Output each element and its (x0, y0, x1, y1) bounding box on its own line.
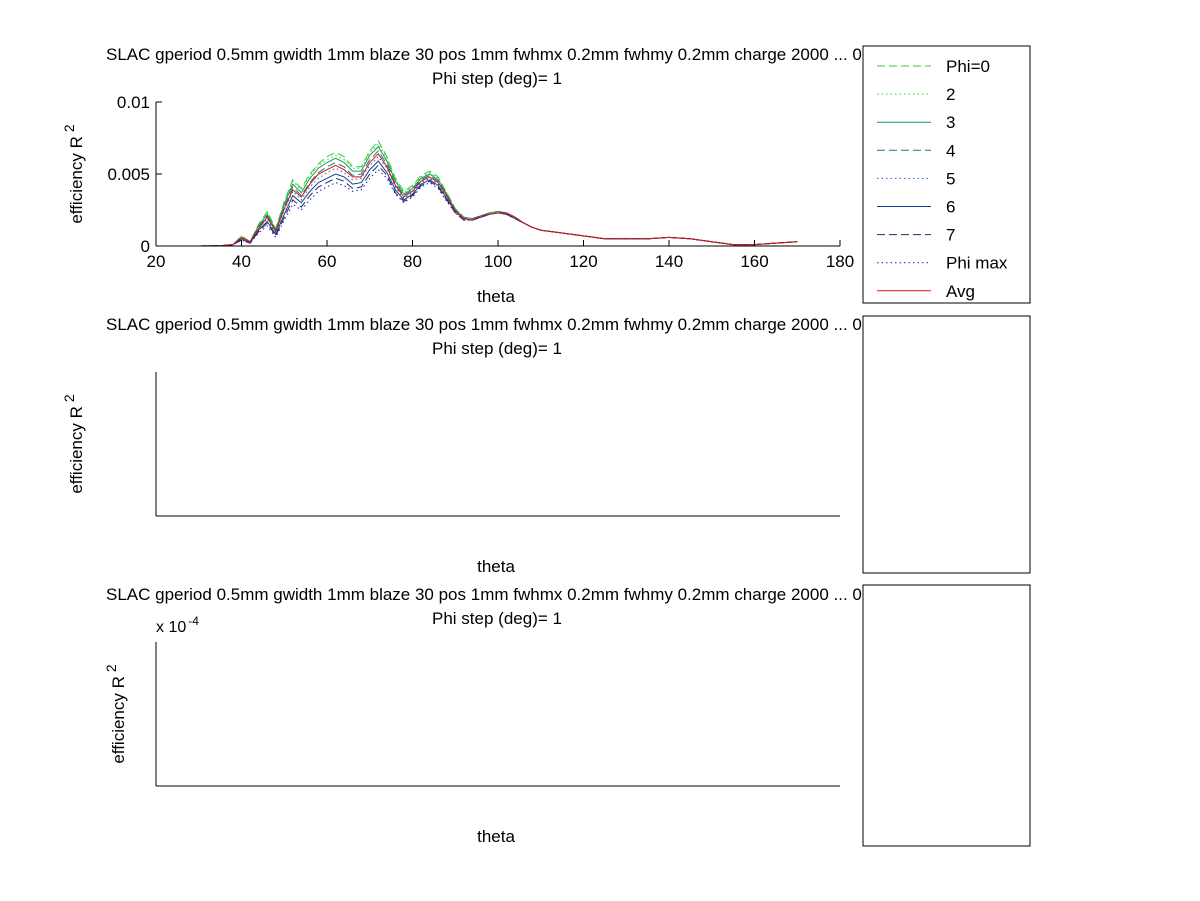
legend-label-phi-max: Phi max (946, 254, 1008, 273)
legend-label-4: 4 (946, 141, 955, 160)
legend: Phi=0 2 3 4 5 6 7 Phi max Avg (862, 45, 1031, 304)
y-axis-multiplier: x 10 -4 (156, 614, 199, 636)
y-axis-label: efficiency R 2 (61, 394, 86, 494)
x-tick-label: 100 (484, 252, 512, 271)
series-line-7 (198, 164, 798, 247)
legend-box (862, 315, 1031, 574)
x-tick-label: 160 (740, 252, 768, 271)
subplot-2: SLAC gperiod 0.5mm gwidth 1mm blaze 30 p… (61, 315, 1031, 576)
subplot-subtitle: Phi step (deg)= 1 (432, 69, 562, 88)
y-axis-label: efficiency R 2 (103, 664, 128, 764)
plot-area: 20 40 60 80 100 120 140 160 180 0 0.005 0.01 (107, 93, 854, 271)
x-tick-label: 60 (318, 252, 337, 271)
series-line-avg (198, 153, 798, 247)
y-axis-label: efficiency R 2 (61, 124, 86, 224)
x-tick-label: 40 (232, 252, 251, 271)
legend-box (862, 584, 1031, 847)
legend-label-7: 7 (946, 226, 955, 245)
legend-box (862, 45, 1031, 304)
axes-box (156, 372, 840, 516)
x-axis-label: theta (477, 557, 515, 576)
legend-label-5: 5 (946, 169, 955, 188)
legend-label-2: 2 (946, 85, 955, 104)
y-tick-label: 0.005 (107, 165, 150, 184)
x-tick-label: 180 (826, 252, 854, 271)
y-axis-label-superscript: 2 (61, 124, 77, 132)
y-axis-multiplier-base: x 10 (156, 619, 186, 636)
x-tick-label: 140 (655, 252, 683, 271)
legend-label-6: 6 (946, 198, 955, 217)
series-line-4 (198, 150, 798, 247)
legend (862, 584, 1031, 847)
legend-label-3: 3 (946, 113, 955, 132)
x-tick-label: 20 (147, 252, 166, 271)
series-line-phi-max (198, 168, 798, 247)
legend-label-phi-0: Phi=0 (946, 57, 990, 76)
subplot-3: SLAC gperiod 0.5mm gwidth 1mm blaze 30 p… (103, 584, 1031, 847)
x-axis-label: theta (477, 827, 515, 846)
x-tick-label: 120 (569, 252, 597, 271)
y-axis-multiplier-exponent: -4 (188, 614, 199, 628)
y-ticks: 0 0.005 0.01 (107, 93, 162, 256)
svg-text:efficiency R2: efficiency R 2 (103, 664, 128, 764)
series-line-2 (198, 142, 798, 247)
y-axis-label-text: efficiency R (67, 406, 86, 494)
x-ticks: 20 40 60 80 100 120 140 160 180 (147, 240, 854, 271)
series-line-phi-0 (198, 140, 798, 247)
series-layer (198, 140, 798, 247)
plot-area (155, 372, 840, 517)
subplot-subtitle: Phi step (deg)= 1 (432, 609, 562, 628)
plot-area (155, 642, 840, 787)
subplot-subtitle: Phi step (deg)= 1 (432, 339, 562, 358)
subplot-title: SLAC gperiod 0.5mm gwidth 1mm blaze 30 p… (106, 585, 894, 604)
svg-text:efficiency R2: efficiency R 2 (61, 124, 86, 224)
x-axis-label: theta (477, 287, 515, 306)
y-axis-label-text: efficiency R (109, 676, 128, 764)
y-axis-label-text: efficiency R (67, 136, 86, 224)
y-axis-label-superscript: 2 (103, 664, 119, 672)
legend (862, 315, 1031, 574)
y-tick-label: 0.01 (117, 93, 150, 112)
y-axis-label-superscript: 2 (61, 394, 77, 402)
subplot-1: SLAC gperiod 0.5mm gwidth 1mm blaze 30 p… (61, 45, 1031, 306)
svg-text:efficiency R2: efficiency R 2 (61, 394, 86, 494)
subplot-title: SLAC gperiod 0.5mm gwidth 1mm blaze 30 p… (106, 315, 894, 334)
legend-label-avg: Avg (946, 282, 975, 301)
subplot-title: SLAC gperiod 0.5mm gwidth 1mm blaze 30 p… (106, 45, 894, 64)
axes-box (156, 642, 840, 786)
x-tick-label: 80 (403, 252, 422, 271)
y-tick-label: 0 (141, 237, 150, 256)
